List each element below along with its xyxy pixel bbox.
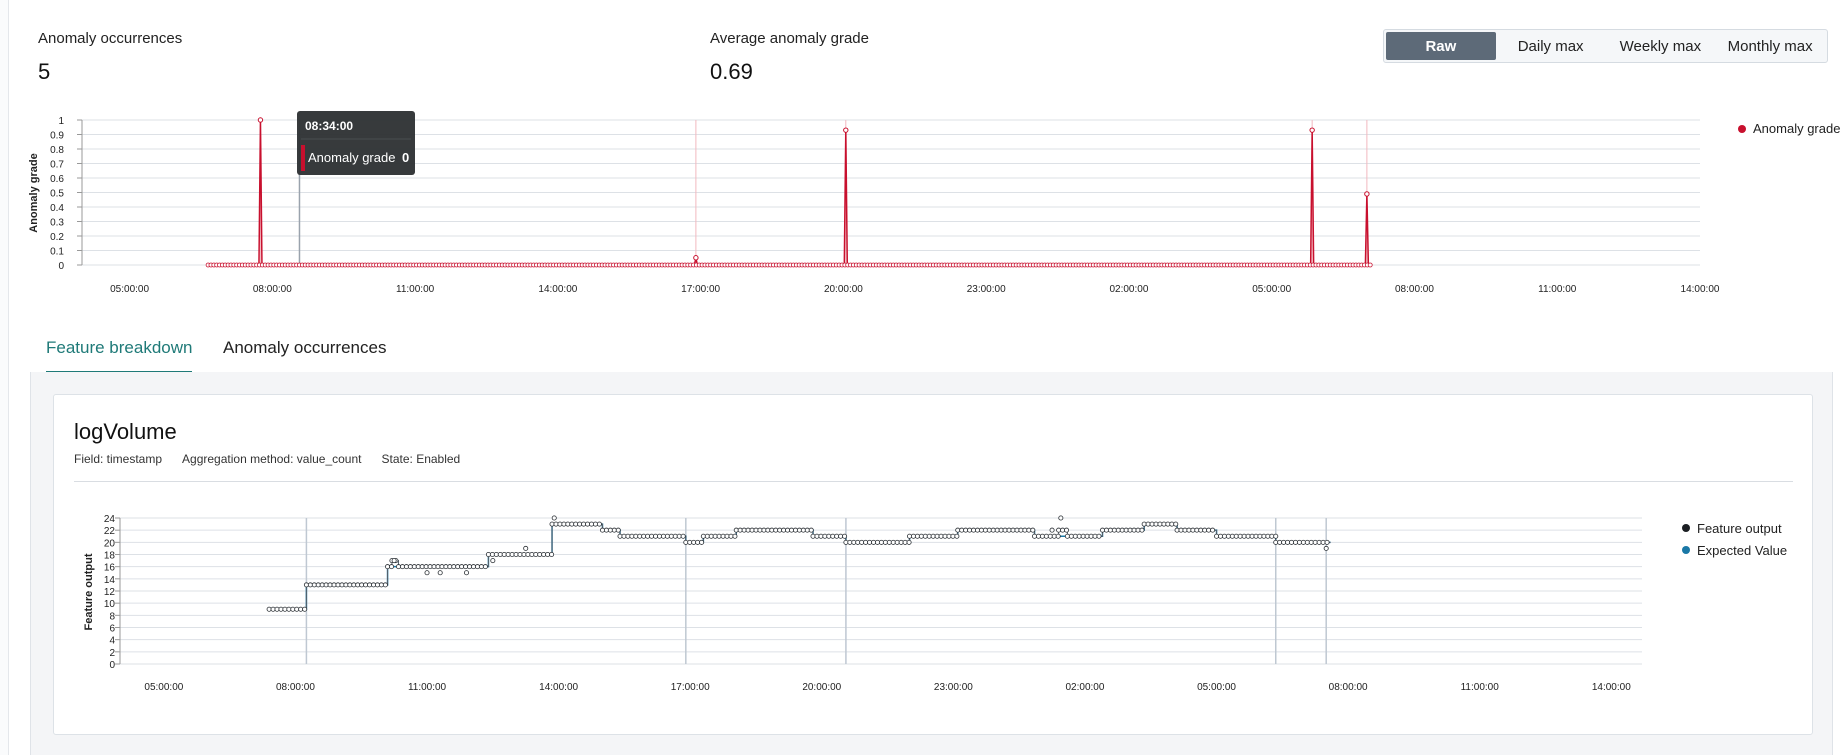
anomaly-chart-legend[interactable]: Anomaly grade xyxy=(1738,121,1840,136)
anomaly-x-tick-label: 05:00:00 xyxy=(1252,284,1291,295)
resolution-button-group: Raw Daily max Weekly max Monthly max xyxy=(1383,29,1828,63)
average-anomaly-grade-metric: Average anomaly grade 0.69 xyxy=(710,30,869,85)
anomaly-occurrences-value: 5 xyxy=(38,59,51,84)
anomaly-y-tick-label: 0.1 xyxy=(50,247,64,258)
anomaly-y-tick-label: 0.9 xyxy=(50,131,64,142)
weekly-max-button[interactable]: Weekly max xyxy=(1619,37,1702,55)
anomaly-y-tick-label: 0.4 xyxy=(50,203,64,214)
anomaly-peak-point xyxy=(693,255,699,261)
feature-state: State: Enabled xyxy=(381,452,461,466)
anomaly-y-tick-label: 0.8 xyxy=(50,145,64,156)
monthly-max-button[interactable]: Monthly max xyxy=(1727,37,1813,55)
left-edge-rail xyxy=(0,0,9,755)
feature-card-divider xyxy=(74,481,1793,482)
anomaly-x-tick-label: 02:00:00 xyxy=(1109,284,1148,295)
anomaly-occurrences-label: Anomaly occurrences xyxy=(38,30,183,47)
anomaly-peak-point xyxy=(257,117,264,123)
feature-card: logVolume Field: timestamp Aggregation m… xyxy=(53,394,1813,735)
raw-button[interactable]: Raw xyxy=(1386,32,1496,60)
anomaly-x-tick-label: 08:00:00 xyxy=(253,284,292,295)
anomaly-x-tick-label: 05:00:00 xyxy=(110,284,149,295)
feature-breakdown-panel: logVolume Field: timestamp Aggregation m… xyxy=(30,372,1833,755)
anomaly-y-tick-label: 0.7 xyxy=(50,160,64,171)
tooltip-series-value: 0 xyxy=(402,150,409,165)
feature-name: logVolume xyxy=(74,419,177,444)
daily-max-button[interactable]: Daily max xyxy=(1517,37,1584,55)
anomaly-peak-point xyxy=(1364,191,1370,197)
anomaly-legend-label: Anomaly grade xyxy=(1753,121,1840,136)
anomaly-grade-chart[interactable]: 0 0.1 0.2 0.3 0.4 0.5 0.6 0.7 0.8 0.9 1 05:00:00 08:… xyxy=(50,116,1720,295)
anomaly-x-tick-label: 14:00:00 xyxy=(1681,284,1720,295)
tab-feature-breakdown[interactable]: Feature breakdown xyxy=(46,333,193,373)
anomaly-x-tick-label: 11:00:00 xyxy=(396,284,435,295)
anomaly-y-tick-label: 1 xyxy=(58,116,64,127)
anomaly-y-tick-label: 0.3 xyxy=(50,218,64,229)
feature-meta: Field: timestamp Aggregation method: val… xyxy=(74,452,460,466)
average-anomaly-grade-label: Average anomaly grade xyxy=(710,30,869,47)
anomaly-x-tick-label: 17:00:00 xyxy=(681,284,720,295)
tooltip-series-label: Anomaly grade xyxy=(308,150,395,165)
anomaly-y-tick-label: 0.6 xyxy=(50,174,64,185)
feature-aggregation: Aggregation method: value_count xyxy=(182,452,362,466)
anomaly-x-tick-label: 08:00:00 xyxy=(1395,284,1434,295)
anomaly-chart-ylabel: Anomaly grade xyxy=(28,153,40,232)
anomaly-peak-point xyxy=(843,127,849,133)
anomaly-y-tick-label: 0.2 xyxy=(50,232,64,243)
anomaly-y-tick-label: 0.5 xyxy=(50,189,64,200)
anomaly-x-tick-label: 14:00:00 xyxy=(538,284,577,295)
tab-anomaly-occurrences[interactable]: Anomaly occurrences xyxy=(223,338,387,357)
tooltip-time: 08:34:00 xyxy=(305,119,353,133)
average-anomaly-grade-value: 0.69 xyxy=(710,59,753,84)
anomaly-x-tick-label: 23:00:00 xyxy=(967,284,1006,295)
anomaly-occurrences-metric: Anomaly occurrences 5 xyxy=(38,30,182,85)
chart-tooltip: 08:34:00 Anomaly grade 0 xyxy=(297,111,415,175)
tooltip-series-swatch xyxy=(301,145,305,171)
tooltip-background xyxy=(297,111,415,175)
anomaly-baseline-point xyxy=(1367,262,1373,268)
anomaly-y-tick-label: 0 xyxy=(58,261,64,272)
anomaly-legend-marker xyxy=(1738,125,1746,133)
feature-field: Field: timestamp xyxy=(74,452,163,466)
anomaly-peak-point xyxy=(1309,127,1315,133)
anomaly-x-tick-label: 11:00:00 xyxy=(1538,284,1577,295)
breakdown-tabs: Feature breakdown Anomaly occurrences xyxy=(30,333,1833,373)
anomaly-x-tick-label: 20:00:00 xyxy=(824,284,863,295)
